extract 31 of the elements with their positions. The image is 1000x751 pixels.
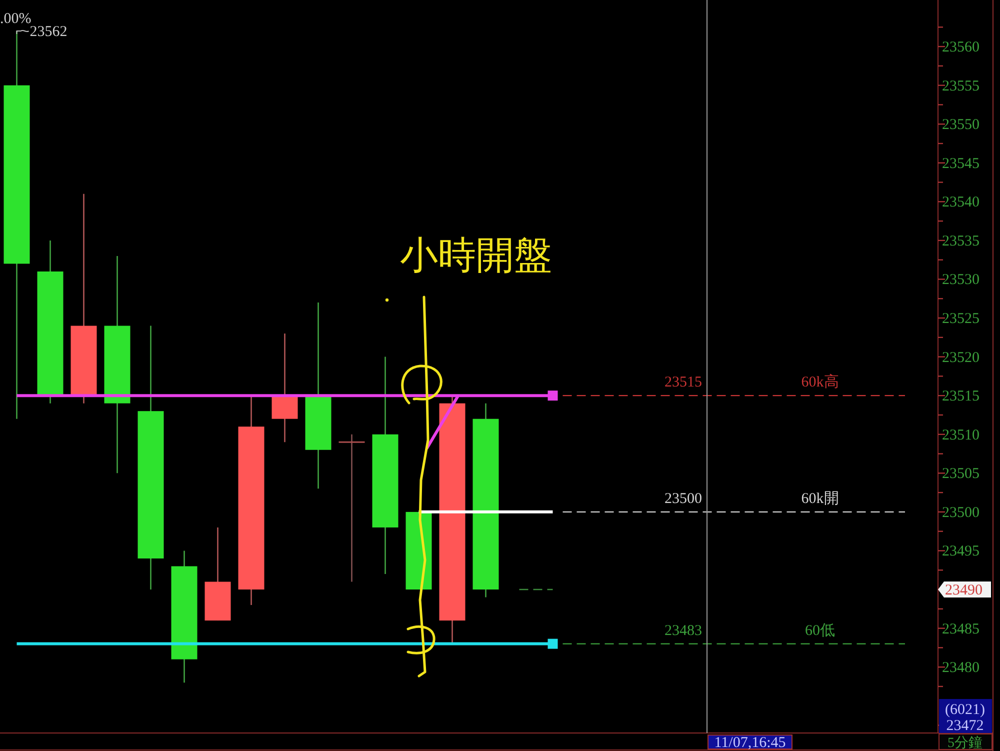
y-tick-label: 23480	[942, 660, 980, 676]
y-tick-label: 23505	[942, 466, 980, 482]
y-tick-label: 23540	[942, 194, 980, 211]
y-tick-label: 23530	[942, 272, 980, 288]
y-tick-label: 23490	[945, 582, 982, 599]
ref-line-label: 60k開	[801, 490, 839, 507]
text: 23472	[946, 718, 984, 734]
y-tick-label: 23515	[942, 388, 980, 405]
annotation: 小時開盤	[400, 235, 552, 277]
y-tick-label: 23510	[942, 427, 980, 444]
y-tick-label: 23560	[942, 40, 980, 56]
y-tick-label: 23550	[942, 117, 980, 134]
y-tick-label: 23485	[942, 621, 980, 638]
timeframe-cell: 5分鐘	[938, 734, 992, 751]
annotation: 23515	[664, 374, 702, 391]
y-tick-label: 23545	[942, 156, 980, 172]
cursor: 11/07,16:45	[706, 0, 792, 751]
ref-line-label: 60k高	[801, 374, 839, 391]
annotation: 23483	[664, 622, 702, 639]
y-tick-label: 23500	[942, 504, 980, 521]
high-note: 23562	[16, 24, 68, 40]
y-tick-label: 23525	[942, 311, 980, 328]
y-tick-label: 23555	[942, 78, 980, 94]
y-tick-label: 23535	[942, 233, 980, 250]
y-tick-label: 23520	[942, 350, 980, 366]
ref-line-label: 60低	[805, 622, 835, 639]
annotation: 23562	[30, 24, 68, 40]
annotation: 23500	[664, 490, 702, 507]
last-price-tag: 23490	[938, 582, 991, 598]
y-tick-label: 23495	[942, 544, 980, 560]
annotation: .00%	[0, 11, 32, 27]
